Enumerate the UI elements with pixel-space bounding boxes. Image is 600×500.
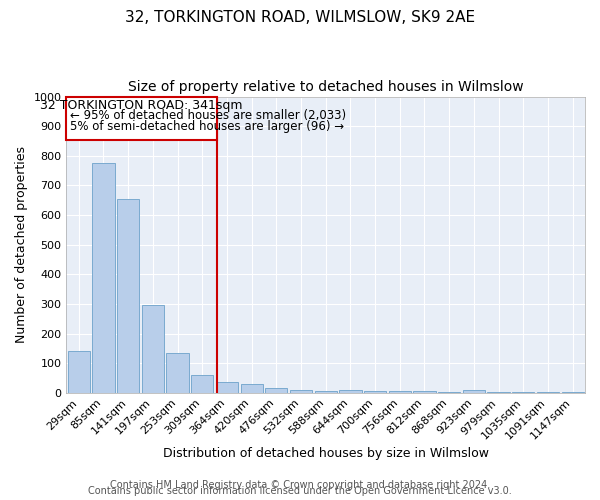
X-axis label: Distribution of detached houses by size in Wilmslow: Distribution of detached houses by size … (163, 447, 489, 460)
Bar (92, 163, 115, 392)
Text: 32 TORKINGTON ROAD: 341sqm: 32 TORKINGTON ROAD: 341sqm (40, 99, 243, 112)
Text: 5% of semi-detached houses are larger (96) →: 5% of semi-detached houses are larger (9… (70, 120, 344, 132)
Text: 32, TORKINGTON ROAD, WILMSLOW, SK9 2AE: 32, TORKINGTON ROAD, WILMSLOW, SK9 2AE (125, 10, 475, 25)
Bar (339, 390, 362, 392)
Bar (117, 198, 139, 392)
Y-axis label: Number of detached properties: Number of detached properties (15, 146, 28, 343)
Bar (290, 390, 312, 392)
Bar (191, 375, 214, 392)
Bar (68, 352, 90, 393)
Bar (166, 353, 188, 393)
Text: ← 95% of detached houses are smaller (2,033): ← 95% of detached houses are smaller (2,… (70, 110, 346, 122)
Text: Contains HM Land Registry data © Crown copyright and database right 2024.: Contains HM Land Registry data © Crown c… (110, 480, 490, 490)
Bar (216, 382, 238, 392)
Text: Contains public sector information licensed under the Open Government Licence v3: Contains public sector information licen… (88, 486, 512, 496)
Bar (265, 388, 287, 392)
FancyBboxPatch shape (67, 96, 217, 140)
Title: Size of property relative to detached houses in Wilmslow: Size of property relative to detached ho… (128, 80, 524, 94)
Bar (241, 384, 263, 392)
Bar (142, 306, 164, 392)
Bar (463, 390, 485, 392)
